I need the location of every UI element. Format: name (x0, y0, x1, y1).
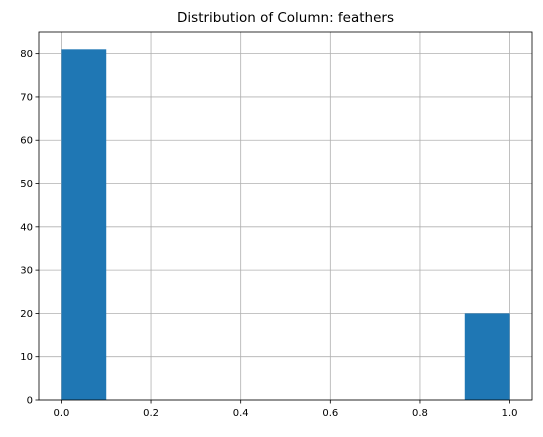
ticks-layer: 0.0 0.2 0.4 0.6 0.8 1.0 0 10 20 30 40 50 60 70 80 (20, 49, 517, 419)
histogram-bar (464, 313, 510, 400)
x-tick-label: 0.8 (412, 408, 428, 419)
y-tick-label: 20 (20, 309, 33, 320)
axes-layer (38, 31, 533, 401)
y-tick-label: 40 (20, 222, 33, 233)
x-tick-label: 1.0 (502, 408, 518, 419)
histogram-bar (61, 49, 107, 400)
x-tick-label: 0.6 (322, 408, 338, 419)
y-tick-label: 50 (20, 179, 33, 190)
y-tick-label: 10 (20, 352, 33, 363)
y-tick-label: 30 (20, 266, 33, 277)
y-tick-label: 80 (20, 49, 33, 60)
bars-layer (61, 49, 510, 400)
plot-frame (38, 31, 533, 401)
y-tick-label: 0 (27, 396, 33, 407)
chart-title: Distribution of Column: feathers (177, 10, 394, 26)
grid-layer (39, 32, 532, 401)
x-tick-label: 0.4 (233, 408, 249, 419)
y-tick-label: 60 (20, 136, 33, 147)
x-tick-label: 0.0 (53, 408, 69, 419)
x-tick-label: 0.2 (143, 408, 159, 419)
y-tick-label: 70 (20, 92, 33, 103)
